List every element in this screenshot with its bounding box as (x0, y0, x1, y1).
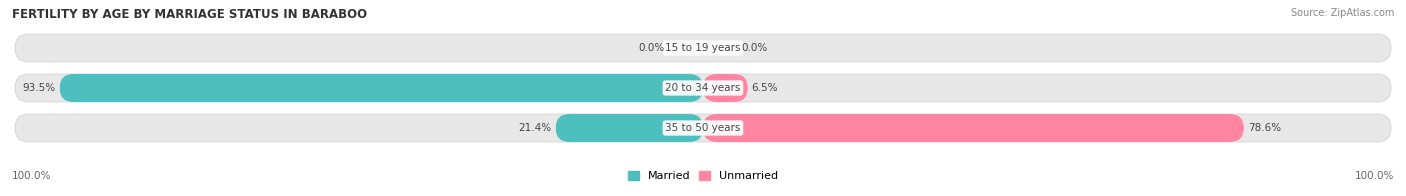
FancyBboxPatch shape (703, 114, 1244, 142)
Text: 21.4%: 21.4% (519, 123, 551, 133)
FancyBboxPatch shape (15, 114, 1391, 142)
Text: 15 to 19 years: 15 to 19 years (665, 43, 741, 53)
Text: 35 to 50 years: 35 to 50 years (665, 123, 741, 133)
Text: FERTILITY BY AGE BY MARRIAGE STATUS IN BARABOO: FERTILITY BY AGE BY MARRIAGE STATUS IN B… (13, 8, 367, 21)
Text: 100.0%: 100.0% (1354, 171, 1393, 181)
FancyBboxPatch shape (15, 74, 1391, 102)
FancyBboxPatch shape (703, 74, 748, 102)
FancyBboxPatch shape (59, 74, 703, 102)
Legend: Married, Unmarried: Married, Unmarried (623, 166, 783, 186)
Text: 20 to 34 years: 20 to 34 years (665, 83, 741, 93)
Text: 0.0%: 0.0% (638, 43, 665, 53)
Text: 6.5%: 6.5% (752, 83, 778, 93)
FancyBboxPatch shape (15, 34, 1391, 62)
Text: 78.6%: 78.6% (1247, 123, 1281, 133)
Text: 0.0%: 0.0% (741, 43, 768, 53)
Text: 100.0%: 100.0% (13, 171, 52, 181)
FancyBboxPatch shape (555, 114, 703, 142)
Text: 93.5%: 93.5% (22, 83, 56, 93)
Text: Source: ZipAtlas.com: Source: ZipAtlas.com (1291, 8, 1393, 18)
